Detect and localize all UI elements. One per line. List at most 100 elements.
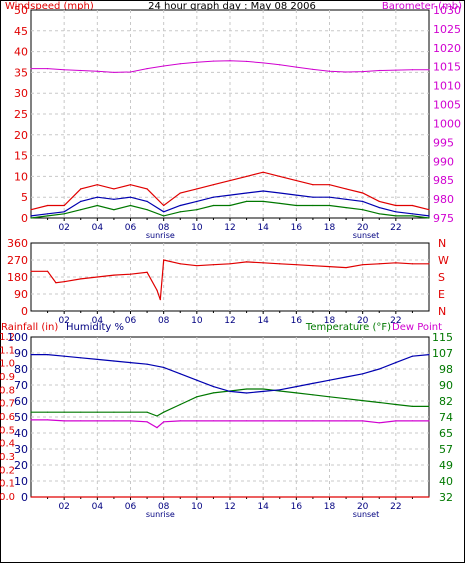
x-tick-label: 14 bbox=[257, 316, 269, 326]
humidity-line-point bbox=[428, 354, 430, 356]
barometer-line-point bbox=[179, 63, 181, 65]
barometer-line-point bbox=[362, 71, 364, 73]
wind-speed-line-point bbox=[411, 215, 414, 217]
wind-average-line-point bbox=[96, 196, 98, 198]
wind-speed-line-point bbox=[46, 215, 49, 217]
wind-gust-line-point bbox=[196, 188, 198, 190]
wind-direction-line-point bbox=[80, 278, 82, 280]
wind-gust-line-point bbox=[411, 204, 414, 207]
wind-direction-line-point bbox=[328, 266, 331, 268]
temperature-line-point bbox=[312, 394, 314, 396]
humidity-line-point bbox=[245, 392, 248, 394]
wind-speed-line-point bbox=[96, 204, 98, 207]
wind-direction-line-point bbox=[146, 271, 148, 273]
baro-y-tick-label: 1020 bbox=[433, 42, 461, 55]
wind-direction-line-point bbox=[113, 274, 115, 276]
wind-gust-line-point bbox=[262, 171, 264, 173]
wind-gust-line-point bbox=[146, 188, 148, 190]
dewpoint-line-point bbox=[345, 420, 347, 422]
x-tick-label: 06 bbox=[125, 316, 137, 326]
x-tick-label: 18 bbox=[324, 316, 336, 326]
humidity-line-point bbox=[179, 373, 181, 375]
baro-y-tick-label: 1015 bbox=[433, 61, 461, 74]
wind-average-line-point bbox=[428, 215, 430, 217]
temperature-line-point bbox=[328, 396, 331, 398]
wind-gust-line-point bbox=[279, 175, 281, 177]
compass-label: N bbox=[438, 237, 446, 250]
temp-y-tick-label: 98 bbox=[439, 363, 453, 376]
x-tick-label: 12 bbox=[224, 316, 235, 326]
wind-gust-line-point bbox=[378, 200, 380, 202]
left-axis-title: Windspeed (mph) bbox=[5, 1, 94, 12]
temperature-line-point bbox=[345, 398, 347, 400]
rain-y-tick-label: 0.1 bbox=[0, 479, 15, 490]
dewpoint-line-point bbox=[328, 420, 331, 422]
humidity-axis-title: Humidity % bbox=[66, 322, 124, 333]
x-tick-label: 06 bbox=[125, 223, 137, 233]
wind-direction-line-point bbox=[55, 282, 57, 284]
wind-direction-line-point bbox=[345, 266, 347, 269]
direction-y-tick-label: 270 bbox=[7, 254, 28, 267]
wind-speed-line-point bbox=[146, 209, 148, 211]
wind-direction-line-point bbox=[229, 263, 231, 265]
dewpoint-line-point bbox=[129, 420, 132, 422]
humidity-line-point bbox=[146, 363, 148, 365]
humidity-y-tick-label: 80 bbox=[14, 363, 28, 376]
wind-direction-line-point bbox=[312, 265, 314, 267]
wind-average-line-point bbox=[163, 211, 165, 213]
sunset-label: sunset bbox=[353, 231, 380, 240]
humidity-line-point bbox=[378, 368, 380, 370]
wind-direction-line-point bbox=[378, 263, 380, 265]
humidity-line-point bbox=[295, 386, 297, 388]
dewpoint-line-point bbox=[212, 420, 215, 422]
dewpoint-line-point bbox=[156, 427, 158, 429]
temperature-line-point bbox=[163, 411, 165, 413]
compass-label: W bbox=[438, 254, 449, 267]
humidity-y-tick-label: 40 bbox=[14, 427, 28, 440]
temp-y-tick-label: 90 bbox=[439, 379, 453, 392]
x-tick-label: 22 bbox=[390, 502, 401, 512]
humidity-line-point bbox=[229, 390, 231, 392]
right-axis-title: Barometer (mb) bbox=[382, 1, 462, 12]
rain-y-tick-label: 0.3 bbox=[0, 452, 15, 463]
humidity-line-point bbox=[163, 366, 165, 368]
wind-average-line-point bbox=[229, 194, 231, 196]
humidity-y-tick-label: 100 bbox=[7, 331, 28, 344]
wind-average-line-point bbox=[196, 200, 198, 202]
temp-y-tick-label: 74 bbox=[439, 411, 453, 424]
barometer-line-point bbox=[129, 71, 132, 73]
wind-y-tick-label: 25 bbox=[14, 108, 28, 121]
dewpoint-line-point bbox=[229, 420, 231, 422]
temperature-line-point bbox=[46, 411, 49, 413]
chart-title: 24 hour graph day : May 08 2006 bbox=[148, 1, 316, 12]
dewpoint-line-point bbox=[411, 420, 414, 422]
wind-speed-line-point bbox=[30, 217, 32, 219]
temperature-line-point bbox=[428, 405, 430, 407]
wind-average-line-point bbox=[362, 200, 364, 202]
dewpoint-line-point bbox=[30, 419, 32, 421]
temperature-line-point bbox=[378, 401, 380, 404]
humidity-y-tick-label: 0 bbox=[21, 491, 28, 504]
wind-direction-line-point bbox=[156, 289, 158, 291]
wind-average-line-point bbox=[63, 211, 65, 213]
wind-gust-line-point bbox=[129, 184, 132, 186]
wind-direction-line-point bbox=[411, 263, 414, 265]
wind-y-tick-label: 15 bbox=[14, 150, 28, 163]
temp-y-tick-label: 82 bbox=[439, 395, 453, 408]
x-tick-label: 04 bbox=[92, 316, 104, 326]
rain-y-tick-label: 0.4 bbox=[0, 439, 15, 450]
x-tick-label: 04 bbox=[92, 502, 104, 512]
temperature-line-point bbox=[196, 396, 198, 398]
wind-direction-line-point bbox=[212, 264, 215, 266]
wind-speed-line-point bbox=[113, 209, 115, 211]
temperature-line-point bbox=[146, 411, 148, 413]
rain-y-tick-label: 0.5 bbox=[0, 425, 15, 436]
temperature-line-point bbox=[245, 388, 248, 390]
barometer-line-point bbox=[196, 61, 198, 63]
x-tick-label: 16 bbox=[291, 316, 303, 326]
temperature-line-point bbox=[212, 392, 215, 394]
wind-speed-line-point bbox=[378, 213, 380, 215]
humidity-line-point bbox=[328, 379, 331, 381]
dewpoint-line-point bbox=[80, 420, 82, 422]
